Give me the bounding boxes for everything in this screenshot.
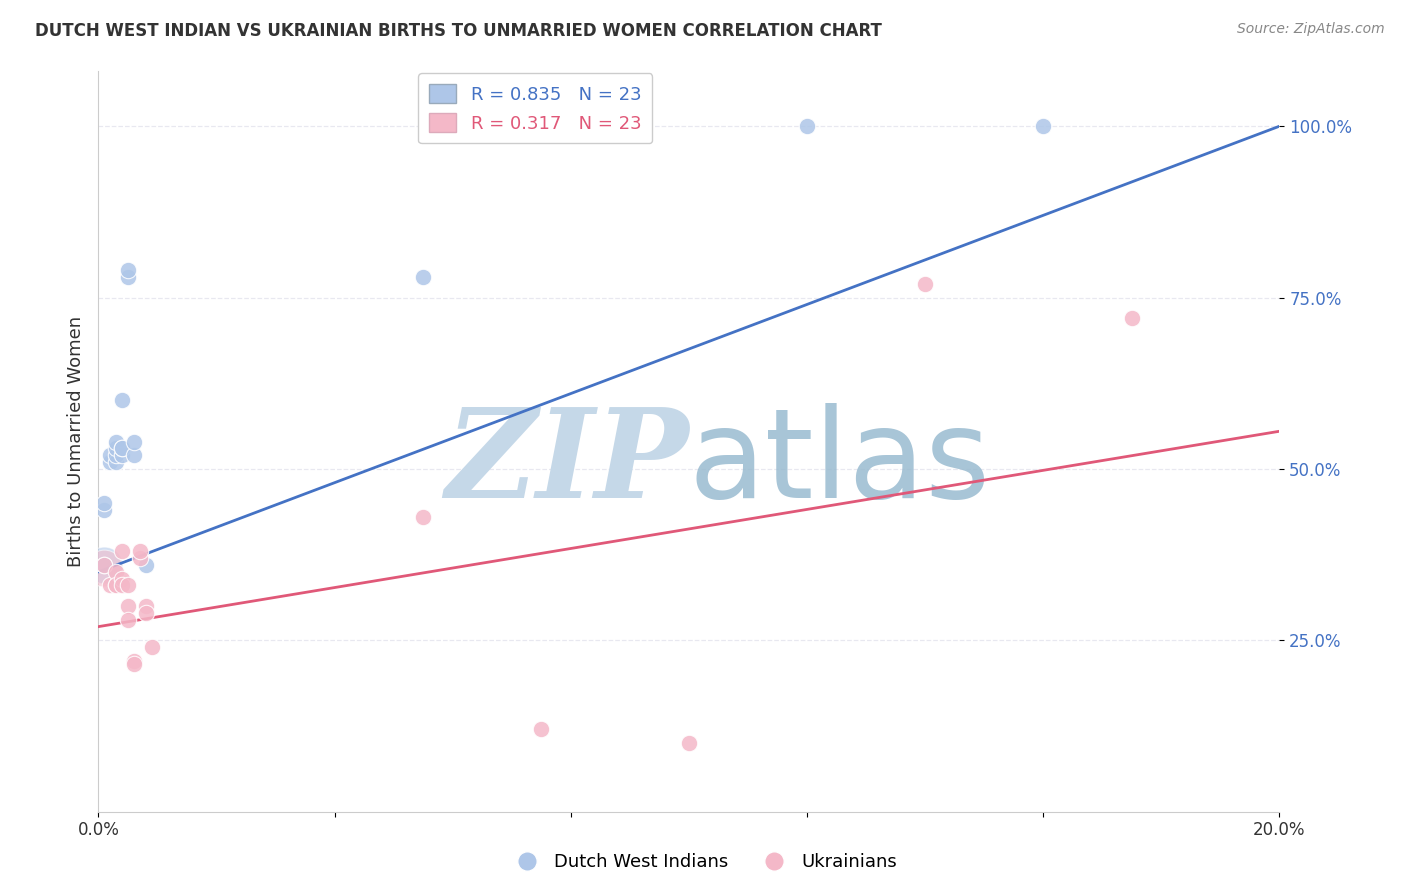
Point	[117, 270, 139, 285]
Point	[1121, 311, 1143, 326]
Point	[98, 455, 121, 469]
Point	[93, 558, 115, 572]
Point	[678, 736, 700, 750]
Text: DUTCH WEST INDIAN VS UKRAINIAN BIRTHS TO UNMARRIED WOMEN CORRELATION CHART: DUTCH WEST INDIAN VS UKRAINIAN BIRTHS TO…	[35, 22, 882, 40]
Point	[128, 544, 150, 558]
Point	[93, 561, 115, 575]
Point	[93, 558, 115, 572]
Point	[796, 119, 818, 133]
Point	[122, 448, 145, 462]
Point	[914, 277, 936, 291]
Point	[530, 119, 553, 133]
Y-axis label: Births to Unmarried Women: Births to Unmarried Women	[66, 316, 84, 567]
Point	[93, 558, 115, 572]
Point	[530, 723, 553, 737]
Point	[135, 599, 157, 613]
Point	[98, 578, 121, 592]
Point	[117, 263, 139, 277]
Point	[135, 606, 157, 620]
Point	[105, 565, 128, 579]
Point	[135, 558, 157, 572]
Point	[105, 448, 128, 462]
Point	[412, 270, 434, 285]
Point	[93, 496, 115, 510]
Point	[111, 442, 134, 456]
Point	[619, 119, 641, 133]
Point	[111, 393, 134, 408]
Point	[141, 640, 163, 655]
Point	[105, 578, 128, 592]
Point	[105, 434, 128, 449]
Point	[117, 599, 139, 613]
Point	[111, 578, 134, 592]
Point	[105, 442, 128, 456]
Point	[111, 442, 134, 456]
Point	[122, 434, 145, 449]
Legend: Dutch West Indians, Ukrainians: Dutch West Indians, Ukrainians	[502, 847, 904, 879]
Point	[105, 578, 128, 592]
Point	[412, 510, 434, 524]
Point	[128, 551, 150, 566]
Point	[117, 613, 139, 627]
Point	[93, 503, 115, 517]
Point	[117, 578, 139, 592]
Point	[98, 448, 121, 462]
Text: ZIP: ZIP	[446, 403, 689, 524]
Point	[111, 572, 134, 586]
Text: Source: ZipAtlas.com: Source: ZipAtlas.com	[1237, 22, 1385, 37]
Point	[105, 455, 128, 469]
Legend: R = 0.835   N = 23, R = 0.317   N = 23: R = 0.835 N = 23, R = 0.317 N = 23	[419, 73, 652, 144]
Point	[111, 544, 134, 558]
Point	[122, 657, 145, 672]
Point	[122, 654, 145, 668]
Point	[1032, 119, 1054, 133]
Point	[111, 448, 134, 462]
Text: atlas: atlas	[689, 403, 991, 524]
